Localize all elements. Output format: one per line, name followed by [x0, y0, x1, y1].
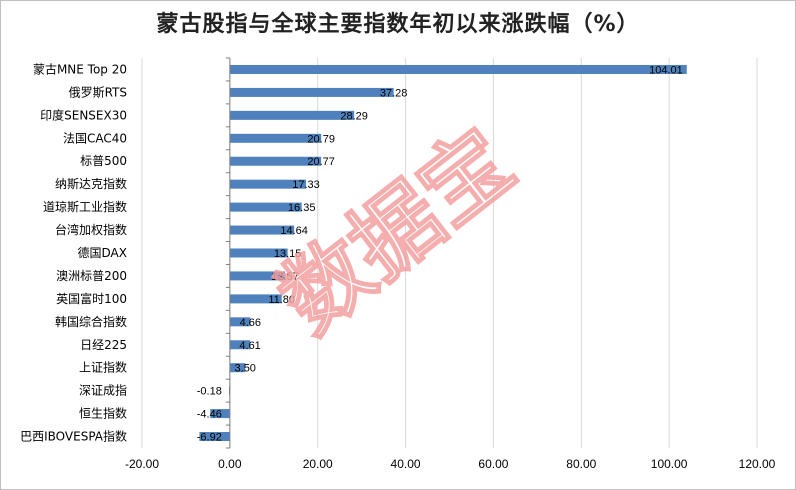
data-label: 11.80	[268, 294, 295, 306]
category-label: 恒生指数	[79, 406, 127, 421]
data-label: 4.61	[239, 340, 260, 352]
category-label: 台湾加权指数	[55, 222, 127, 237]
bar	[229, 271, 286, 281]
data-label: 16.35	[288, 202, 316, 214]
data-label: 4.66	[240, 317, 261, 329]
bar	[229, 317, 251, 327]
x-tick-label: -20.00	[125, 457, 159, 471]
category-label: 蒙古MNE Top 20	[33, 61, 127, 76]
data-label: 28.29	[340, 110, 368, 122]
bar	[210, 409, 230, 419]
bar	[229, 64, 687, 74]
bar	[229, 294, 282, 304]
category-label: 英国富时100	[56, 291, 127, 306]
bar	[229, 363, 246, 373]
bar	[229, 87, 394, 97]
category-label: 纳斯达克指数	[55, 176, 127, 191]
data-label: 20.77	[307, 156, 335, 168]
data-label: 37.28	[380, 87, 408, 99]
bar	[229, 156, 322, 166]
x-tick-label: 0.00	[218, 457, 242, 471]
category-labels: 蒙古MNE Top 20 俄罗斯RTS 印度SENSEX30 法国CAC40 标普500…	[20, 61, 127, 443]
category-label: 德国DAX	[78, 245, 127, 260]
category-label: 标普500	[80, 154, 127, 168]
data-label: 3.50	[235, 363, 256, 375]
x-tick-labels: -20.00 0.00 20.00 40.00 60.00 80.00 100.00 120.…	[125, 457, 776, 471]
x-tick-label: 120.00	[739, 457, 776, 471]
data-label: -0.18	[197, 386, 222, 398]
category-label: 道琼斯工业指数	[43, 199, 127, 214]
bar	[229, 133, 322, 143]
data-label: 12.57	[271, 271, 299, 283]
x-tick-label: 80.00	[566, 457, 596, 471]
bar	[229, 179, 306, 189]
data-label: 104.01	[649, 64, 683, 76]
category-label: 澳洲标普200	[56, 269, 127, 283]
data-labels: 104.01 37.28 28.29 20.79 20.77 17.33 16.35 14.6…	[197, 64, 683, 443]
data-label: 13.15	[274, 248, 302, 260]
bar	[229, 340, 251, 350]
data-label: 17.33	[292, 179, 320, 191]
chart-title: 蒙古股指与全球主要指数年初以来涨跌幅（%）	[156, 12, 640, 37]
bar	[229, 225, 295, 235]
x-tick-label: 20.00	[303, 457, 333, 471]
category-label: 上证指数	[79, 360, 127, 375]
category-label: 俄罗斯RTS	[69, 85, 127, 99]
bars	[199, 64, 687, 442]
data-label: -6.92	[197, 432, 222, 444]
axes	[225, 57, 231, 449]
bar	[229, 248, 288, 258]
bar	[199, 432, 230, 442]
x-tick-label: 40.00	[391, 457, 421, 471]
x-tick-label: 100.00	[651, 457, 688, 471]
data-label: 14.64	[280, 225, 308, 237]
category-label: 法国CAC40	[63, 131, 127, 145]
category-label: 巴西IBOVESPA指数	[20, 429, 127, 444]
data-label: -4.46	[197, 409, 222, 421]
bar	[229, 202, 302, 212]
data-label: 20.79	[307, 133, 335, 145]
category-label: 日经225	[80, 338, 127, 352]
bar	[229, 110, 355, 120]
category-label: 深证成指	[79, 383, 127, 398]
x-tick-label: 60.00	[478, 457, 508, 471]
category-label: 印度SENSEX30	[40, 107, 127, 122]
category-label: 韩国综合指数	[55, 314, 127, 329]
